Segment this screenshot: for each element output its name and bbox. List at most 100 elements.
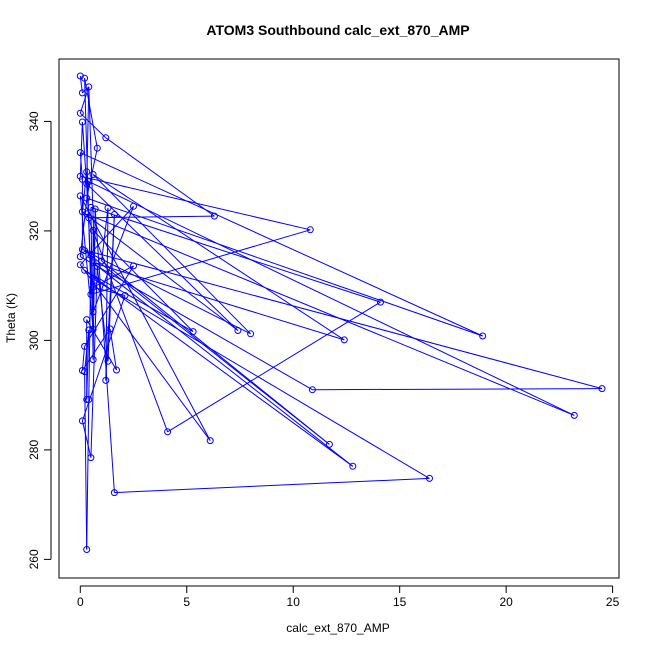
series-line-segment: [86, 399, 90, 550]
series-line-segment: [84, 329, 90, 372]
series-line-segment: [84, 269, 194, 333]
x-tick-label: 10: [287, 595, 301, 609]
chart-title: ATOM3 Southbound calc_ext_870_AMP: [206, 22, 469, 38]
series-line-segment: [84, 265, 134, 347]
data-point: [78, 175, 86, 183]
data-point: [85, 326, 93, 334]
data-point: [570, 411, 578, 419]
data-point: [83, 546, 91, 553]
series-line-segment: [109, 328, 117, 371]
data-point: [349, 462, 357, 470]
data-point: [87, 252, 95, 259]
data-point: [106, 325, 114, 333]
data-point: [83, 180, 91, 188]
data-point: [102, 134, 110, 142]
series-line-segment: [86, 86, 90, 184]
y-axis: 260 280 300 320 340: [27, 111, 52, 569]
data-point: [325, 440, 333, 448]
data-point: [85, 178, 93, 186]
data-point: [91, 205, 99, 213]
data-point: [81, 247, 89, 255]
series-line-segment: [79, 195, 94, 330]
data-point: [78, 118, 86, 126]
data-point: [189, 328, 197, 336]
data-point: [78, 417, 86, 425]
series-line-segment: [86, 183, 239, 331]
series-line-segment: [81, 420, 92, 458]
data-point: [113, 366, 120, 374]
series-line-segment: [92, 265, 134, 288]
data-point: [78, 208, 86, 216]
data-point: [76, 253, 84, 261]
series-line-segment: [88, 215, 215, 219]
data-point: [308, 386, 316, 394]
data-point: [76, 149, 84, 157]
series-line-segment: [79, 152, 83, 180]
series-line-segment: [92, 286, 126, 296]
y-tick-label: 280: [27, 440, 41, 460]
series-line-segment: [96, 266, 109, 362]
data-point: [89, 259, 97, 267]
series-line-segment: [84, 371, 88, 550]
data-point: [81, 368, 89, 376]
x-tick-label: 5: [183, 595, 190, 609]
data-point: [89, 325, 97, 333]
data-point: [110, 211, 118, 218]
data-point: [130, 202, 137, 210]
y-tick-label: 260: [27, 549, 41, 569]
data-point: [210, 212, 218, 220]
data-point: [81, 74, 89, 82]
series-line-segment: [92, 206, 134, 313]
series-line-segment: [90, 206, 381, 303]
data-point: [85, 214, 93, 222]
data-point: [83, 210, 91, 218]
y-tick-label: 320: [27, 221, 41, 241]
series-line-segment: [79, 264, 211, 441]
data-point: [85, 396, 93, 403]
series-line-segment: [94, 279, 430, 479]
series-line-segment: [92, 174, 345, 341]
data-point: [81, 266, 89, 274]
data-point: [87, 290, 95, 298]
data-point: [234, 327, 242, 334]
series-lines: [79, 75, 603, 550]
y-tick-label: 300: [27, 330, 41, 350]
data-point: [83, 316, 91, 324]
data-point: [340, 336, 348, 344]
data-point: [164, 428, 172, 436]
series-line-segment: [79, 205, 134, 266]
data-point: [206, 437, 214, 445]
data-point: [89, 171, 97, 178]
data-point: [76, 261, 84, 269]
series-line-segment: [101, 260, 330, 445]
x-tick-label: 15: [393, 595, 407, 609]
series-line-segment: [92, 262, 354, 467]
series-line-segment: [82, 211, 239, 331]
series-line-segment: [80, 152, 483, 337]
series-line-segment: [79, 121, 83, 177]
data-point: [91, 276, 99, 284]
data-point: [93, 263, 101, 270]
data-point: [93, 144, 101, 152]
data-point: [83, 194, 91, 202]
data-point: [377, 298, 384, 306]
data-point: [598, 385, 606, 393]
data-point: [85, 83, 93, 91]
x-axis-label: calc_ext_870_AMP: [286, 621, 389, 635]
series-points: [76, 72, 606, 553]
series-line-segment: [81, 171, 88, 212]
data-point: [78, 89, 86, 97]
data-point: [83, 168, 91, 176]
data-point: [89, 226, 97, 234]
data-point: [76, 72, 84, 80]
series-line-segment: [84, 269, 354, 467]
data-point: [121, 292, 129, 299]
series-line-segment: [101, 207, 109, 262]
data-point: [426, 474, 433, 482]
data-point: [306, 226, 314, 234]
series-line-segment: [107, 214, 115, 362]
data-point: [89, 308, 97, 316]
series-line-segment: [86, 171, 94, 330]
x-tick-label: 0: [77, 595, 84, 609]
